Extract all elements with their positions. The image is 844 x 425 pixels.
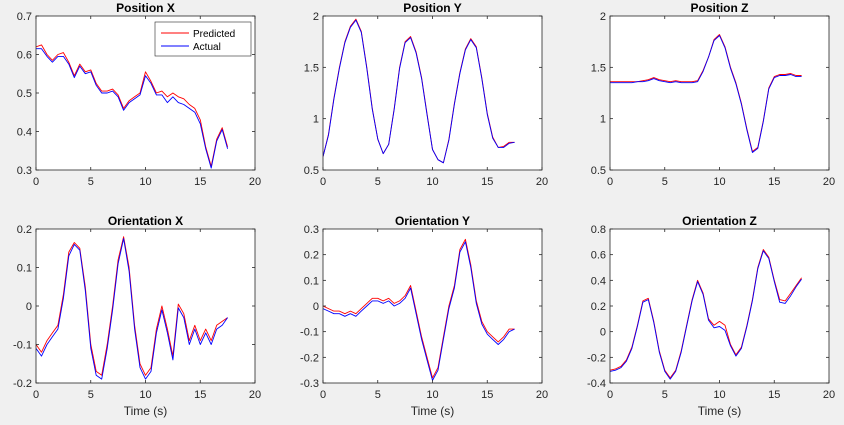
y-tick-label: -0.2 <box>300 352 319 364</box>
x-tick-label: 5 <box>375 389 381 401</box>
y-tick-label: -0.1 <box>13 340 32 352</box>
y-tick-label: 1.5 <box>591 62 606 74</box>
x-tick-label: 15 <box>481 176 493 188</box>
y-tick-label: 2 <box>600 11 606 23</box>
x-tick-label: 20 <box>249 389 261 401</box>
x-tick-label: 10 <box>713 176 725 188</box>
x-axis-label: Time (s) <box>698 404 742 418</box>
subplot-title: Orientation Y <box>395 214 470 228</box>
x-tick-label: 20 <box>823 176 835 188</box>
y-tick-label: 0.2 <box>17 224 32 236</box>
plot-area <box>610 16 829 170</box>
legend-box <box>154 21 252 57</box>
y-tick-label: -0.4 <box>587 378 606 390</box>
y-tick-label: -0.2 <box>587 352 606 364</box>
x-tick-label: 10 <box>713 389 725 401</box>
y-tick-label: 0.2 <box>591 301 606 313</box>
x-tick-label: 20 <box>249 176 261 188</box>
series-line-actual <box>610 250 802 380</box>
y-tick-label: 0 <box>26 301 32 313</box>
x-tick-label: 5 <box>662 389 668 401</box>
y-tick-label: 0.4 <box>17 127 32 139</box>
x-tick-label: 10 <box>139 176 151 188</box>
x-tick-label: 15 <box>194 389 206 401</box>
y-tick-label: 2 <box>313 11 319 23</box>
series-line-actual <box>36 48 229 169</box>
series-line-predicted <box>323 238 515 379</box>
subplot-1: 0 5 10 15 20 0.3 0.4 0.5 0.6 0.7 Position X Predict… <box>17 1 261 188</box>
x-tick-label: 20 <box>536 176 548 188</box>
subplot-title: Orientation X <box>108 214 183 228</box>
plot-area <box>323 16 542 170</box>
x-axis-label: Time (s) <box>411 404 455 418</box>
x-tick-label: 5 <box>88 176 94 188</box>
x-tick-label: 0 <box>607 176 613 188</box>
x-tick-label: 0 <box>33 176 39 188</box>
y-tick-label: 0.1 <box>17 263 32 275</box>
legend: Predicted Actual <box>154 21 252 57</box>
x-tick-label: 10 <box>426 389 438 401</box>
x-tick-label: 5 <box>662 176 668 188</box>
y-tick-label: 0.5 <box>304 165 319 177</box>
y-tick-label: 0 <box>313 301 319 313</box>
x-tick-label: 0 <box>607 389 613 401</box>
x-axis-label: Time (s) <box>124 404 168 418</box>
y-tick-label: 0.5 <box>591 165 606 177</box>
y-tick-label: -0.1 <box>300 327 319 339</box>
subplot-6: 0 5 10 15 20 -0.4 -0.2 0 0.2 0.4 0.6 0.8 Orientation… <box>587 214 835 418</box>
subplot-title: Orientation Z <box>682 214 757 228</box>
x-tick-label: 5 <box>375 176 381 188</box>
y-tick-label: 0 <box>600 327 606 339</box>
x-tick-label: 15 <box>768 176 780 188</box>
series-line-actual <box>610 35 802 153</box>
y-tick-label: 0.3 <box>17 165 32 177</box>
x-tick-label: 15 <box>481 389 493 401</box>
y-tick-label: -0.3 <box>300 378 319 390</box>
y-tick-label: 0.1 <box>304 275 319 287</box>
subplot-title: Position X <box>116 1 175 15</box>
subplot-title: Position Y <box>403 1 461 15</box>
legend-label-predicted: Predicted <box>193 29 235 40</box>
y-tick-label: 0.6 <box>17 50 32 62</box>
x-tick-label: 10 <box>139 389 151 401</box>
x-tick-label: 0 <box>320 389 326 401</box>
x-tick-label: 15 <box>768 389 780 401</box>
y-tick-label: 1 <box>600 114 606 126</box>
y-tick-label: 0.7 <box>17 11 32 23</box>
plot-area <box>323 229 542 383</box>
y-tick-label: 0.5 <box>17 88 32 100</box>
subplot-2: 0 5 10 15 20 0.5 1 1.5 2 Position Y <box>304 1 548 188</box>
plot-area <box>36 229 255 383</box>
x-tick-label: 10 <box>426 176 438 188</box>
y-tick-label: 0.3 <box>304 224 319 236</box>
series-line-actual <box>36 238 228 380</box>
x-tick-label: 0 <box>33 389 39 401</box>
y-tick-label: 0.8 <box>591 224 606 236</box>
subplot-4: 0 5 10 15 20 -0.2 -0.1 0 0.1 0.2 Orientation X Time… <box>13 214 261 418</box>
y-tick-label: -0.2 <box>13 378 32 390</box>
y-tick-label: 1 <box>313 114 319 126</box>
plot-area <box>610 229 829 383</box>
y-tick-label: 0.4 <box>591 275 606 287</box>
series-line-predicted <box>36 44 229 167</box>
subplot-3: 0 5 10 15 20 0.5 1 1.5 2 Position Z <box>591 1 835 188</box>
y-tick-label: 0.6 <box>591 250 606 262</box>
series-line-actual <box>323 241 515 381</box>
series-line-actual <box>323 19 515 164</box>
x-tick-label: 15 <box>194 176 206 188</box>
x-tick-label: 20 <box>536 389 548 401</box>
x-tick-label: 5 <box>88 389 94 401</box>
x-tick-label: 0 <box>320 176 326 188</box>
x-tick-label: 20 <box>823 389 835 401</box>
legend-label-actual: Actual <box>193 42 221 53</box>
subplot-title: Position Z <box>691 1 749 15</box>
y-tick-label: 1.5 <box>304 62 319 74</box>
y-tick-label: 0.2 <box>304 250 319 262</box>
subplot-5: 0 5 10 15 20 -0.3 -0.2 -0.1 0 0.1 0.2 0.3 Orientatio… <box>300 214 548 418</box>
